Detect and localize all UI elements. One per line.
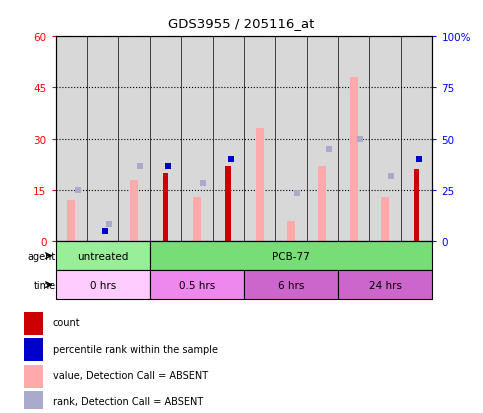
Text: GDS3955 / 205116_at: GDS3955 / 205116_at xyxy=(168,17,315,29)
Bar xyxy=(414,170,419,242)
Bar xyxy=(56,242,150,271)
Text: 0 hrs: 0 hrs xyxy=(89,280,116,290)
Text: time: time xyxy=(33,280,56,290)
Text: count: count xyxy=(53,318,80,328)
Text: percentile rank within the sample: percentile rank within the sample xyxy=(53,344,218,354)
Bar xyxy=(163,173,168,242)
Bar xyxy=(24,338,43,361)
Bar xyxy=(130,180,138,242)
Text: 0.5 hrs: 0.5 hrs xyxy=(179,280,215,290)
Bar xyxy=(318,167,327,242)
Bar xyxy=(150,242,432,271)
Bar xyxy=(67,201,75,242)
Bar xyxy=(24,391,43,413)
Text: PCB-77: PCB-77 xyxy=(272,251,310,261)
Bar xyxy=(56,271,150,299)
Text: agent: agent xyxy=(28,251,56,261)
Text: untreated: untreated xyxy=(77,251,128,261)
Bar xyxy=(244,271,338,299)
Bar xyxy=(24,312,43,335)
Bar xyxy=(193,197,201,242)
Text: rank, Detection Call = ABSENT: rank, Detection Call = ABSENT xyxy=(53,396,203,406)
Text: 6 hrs: 6 hrs xyxy=(278,280,304,290)
Text: value, Detection Call = ABSENT: value, Detection Call = ABSENT xyxy=(53,370,208,380)
Bar xyxy=(150,271,244,299)
Bar xyxy=(256,129,264,242)
Bar xyxy=(338,271,432,299)
Bar xyxy=(287,221,295,242)
Bar xyxy=(24,365,43,388)
Bar xyxy=(226,167,231,242)
Bar xyxy=(381,197,389,242)
Text: 24 hrs: 24 hrs xyxy=(369,280,402,290)
Bar xyxy=(350,78,358,242)
